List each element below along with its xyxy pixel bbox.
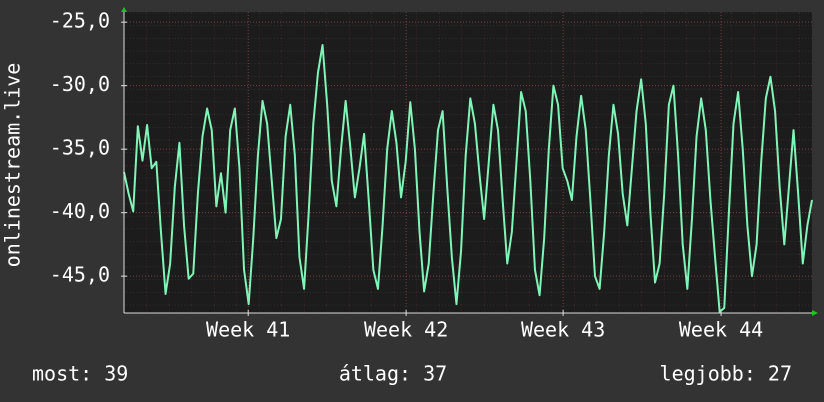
- y-tick-label: -30,0: [50, 72, 110, 96]
- x-tick-label: Week 43: [521, 318, 605, 342]
- data-line: [123, 44, 813, 313]
- labels: -45,0 -40,0 -35,0 -30,0 -25,0 Week 41 Week 42 W…: [32, 9, 792, 386]
- summary-stat: legjobb: 27: [660, 362, 792, 386]
- y-tick-label: -45,0: [50, 263, 110, 287]
- y-tick-label: -35,0: [50, 136, 110, 160]
- x-tick-label: Week 41: [206, 318, 290, 342]
- y-axis-title: onlinestream.live: [1, 63, 25, 268]
- y-tick-label: -40,0: [50, 199, 110, 223]
- x-tick-label: Week 44: [679, 318, 763, 342]
- x-tick-label: Week 42: [364, 318, 448, 342]
- plot: [123, 44, 813, 313]
- y-tick-label: -25,0: [50, 9, 110, 33]
- y-arrow: [121, 7, 127, 12]
- x-arrow: [812, 310, 818, 316]
- summary-stat: átlag: 37: [339, 362, 447, 386]
- summary-stat: most: 39: [32, 362, 128, 386]
